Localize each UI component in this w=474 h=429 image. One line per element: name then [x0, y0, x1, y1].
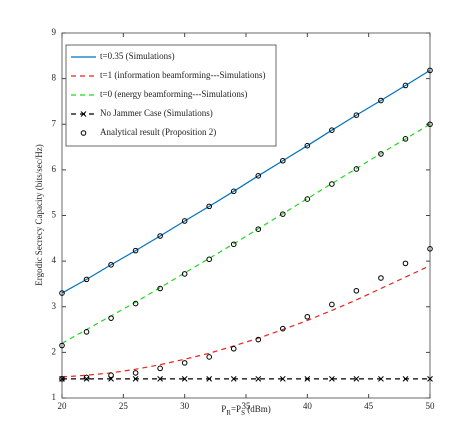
analytical-point	[206, 203, 212, 210]
x-tick-label: 20	[58, 401, 68, 411]
analytical-point	[83, 276, 90, 283]
y-tick-label: 3	[52, 301, 57, 311]
y-tick-label: 6	[52, 164, 57, 174]
analytical-point	[83, 374, 90, 381]
analytical-point	[378, 275, 384, 281]
analytical-point	[353, 112, 360, 118]
analytical-point	[353, 287, 360, 294]
legend-label: No Jammer Case (Simulations)	[100, 108, 213, 118]
x-tick-label: 35	[242, 401, 252, 411]
x-marker	[132, 375, 139, 382]
analytical-point	[108, 315, 114, 321]
analytical-point	[280, 157, 286, 164]
legend-marker	[80, 130, 87, 136]
y-tick-label: 9	[52, 27, 57, 37]
series-line	[61, 265, 431, 378]
analytical-point	[255, 336, 262, 343]
analytical-point	[230, 345, 237, 352]
x-marker	[279, 375, 286, 382]
x-tick-label: 45	[364, 401, 374, 411]
analytical-point	[329, 181, 335, 187]
x-tick-label: 50	[426, 401, 436, 411]
legend-label: t=1 (information beamforming---Simulatio…	[100, 70, 266, 80]
analytical-point	[378, 97, 384, 104]
analytical-point	[83, 329, 90, 335]
x-marker	[402, 375, 409, 382]
y-tick-label: 7	[52, 118, 57, 128]
x-tick-label: 30	[180, 401, 190, 411]
analytical-point	[353, 166, 360, 172]
analytical-point	[206, 354, 212, 360]
analytical-point	[132, 247, 139, 254]
analytical-point	[255, 173, 262, 179]
x-marker	[83, 375, 90, 382]
x-axis-label: PR=PS (dBm)	[221, 404, 270, 417]
analytical-point	[181, 218, 188, 224]
analytical-point	[280, 325, 286, 332]
legend-box	[65, 44, 277, 147]
analytical-point	[280, 211, 286, 217]
x-marker	[206, 375, 213, 382]
analytical-point	[59, 290, 65, 296]
analytical-point	[427, 246, 433, 252]
x-tick-label: 25	[119, 401, 129, 411]
analytical-point	[230, 188, 237, 195]
analytical-point	[304, 313, 311, 320]
x-marker	[353, 375, 360, 382]
analytical-point	[181, 271, 188, 277]
legend-label: t=0.35 (Simulations)	[100, 51, 175, 61]
series-line	[61, 69, 431, 294]
y-tick-label: 4	[52, 255, 57, 265]
analytical-point	[181, 360, 188, 366]
analytical-point	[329, 127, 335, 133]
x-label-part: (dBm)	[245, 404, 271, 414]
analytical-point	[157, 233, 163, 239]
x-marker	[157, 375, 163, 382]
analytical-point	[402, 136, 409, 142]
analytical-point	[304, 142, 311, 149]
legend-label: t=0 (energy beamforming---Simulations)	[100, 89, 247, 99]
analytical-point	[206, 256, 212, 263]
analytical-point	[230, 241, 237, 248]
x-tick-label: 40	[303, 401, 313, 411]
y-tick-label: 1	[52, 392, 57, 402]
y-tick-label: 5	[52, 210, 57, 220]
legend-label: Analytical result (Proposition 2)	[100, 127, 216, 137]
analytical-point	[427, 67, 433, 74]
analytical-point	[304, 196, 311, 202]
x-marker	[230, 375, 237, 382]
analytical-point	[59, 342, 65, 349]
analytical-point	[108, 261, 114, 268]
x-label-part: =P	[231, 404, 241, 414]
analytical-point	[329, 301, 335, 308]
analytical-point	[157, 365, 163, 372]
analytical-point	[402, 82, 409, 89]
x-marker	[378, 375, 384, 382]
analytical-point	[59, 376, 65, 382]
analytical-point	[427, 121, 433, 128]
analytical-point	[378, 151, 384, 157]
x-marker	[255, 375, 262, 382]
legend-marker	[80, 111, 87, 117]
analytical-point	[132, 370, 139, 376]
analytical-point	[132, 300, 139, 307]
analytical-point	[108, 372, 114, 378]
y-tick-label: 8	[52, 73, 57, 83]
x-label-part: P	[221, 404, 226, 414]
x-marker	[181, 375, 188, 382]
x-marker	[304, 375, 311, 382]
x-marker	[427, 375, 433, 382]
x-marker	[329, 375, 335, 382]
y-axis-label: Ergodic Secrecy Capacity (bits/sec/Hz)	[34, 144, 44, 286]
x-label-part: S	[241, 409, 245, 417]
analytical-point	[402, 260, 409, 267]
y-tick-label: 2	[52, 346, 57, 356]
analytical-point	[255, 226, 262, 232]
analytical-point	[157, 285, 163, 292]
x-label-part: R	[226, 409, 231, 417]
